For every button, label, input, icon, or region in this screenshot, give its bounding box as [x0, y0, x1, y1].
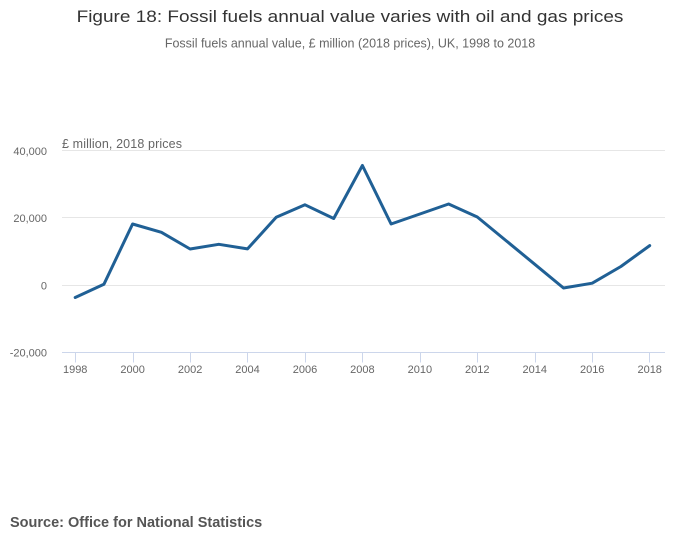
svg-text:2006: 2006	[293, 364, 317, 376]
svg-text:20,000: 20,000	[13, 213, 47, 225]
svg-text:1998: 1998	[63, 364, 87, 376]
svg-text:2014: 2014	[523, 364, 547, 376]
svg-text:Figure 18: Fossil fuels annual: Figure 18: Fossil fuels annual value var…	[77, 7, 624, 26]
svg-text:2018: 2018	[637, 364, 661, 376]
svg-text:2008: 2008	[350, 364, 374, 376]
svg-text:£ million, 2018 prices: £ million, 2018 prices	[62, 137, 182, 151]
svg-text:2016: 2016	[580, 364, 604, 376]
svg-text:40,000: 40,000	[13, 146, 47, 158]
svg-text:Source: Office for National St: Source: Office for National Statistics	[10, 515, 262, 531]
svg-text:Fossil fuels annual value, £ m: Fossil fuels annual value, £ million (20…	[165, 37, 535, 51]
svg-text:2002: 2002	[178, 364, 202, 376]
svg-text:0: 0	[41, 281, 47, 293]
svg-text:2010: 2010	[408, 364, 432, 376]
svg-text:2004: 2004	[235, 364, 259, 376]
svg-text:-20,000: -20,000	[10, 348, 47, 360]
svg-text:2012: 2012	[465, 364, 489, 376]
svg-text:2000: 2000	[120, 364, 144, 376]
